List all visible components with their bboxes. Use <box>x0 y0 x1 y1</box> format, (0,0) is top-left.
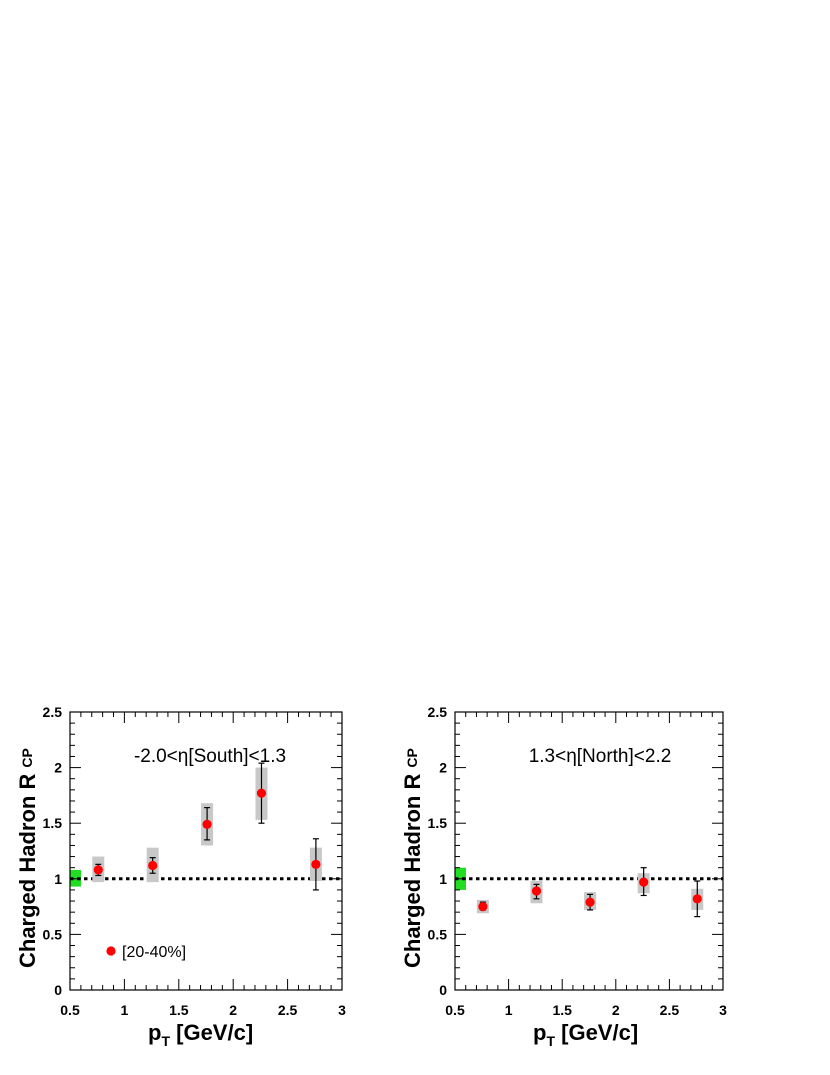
y-tick-label: 2 <box>54 760 62 776</box>
y-tick-label: 0.5 <box>43 926 63 942</box>
data-point <box>639 877 649 887</box>
y-tick-label: 0.5 <box>428 926 448 942</box>
xlabel-p: p <box>533 1020 546 1045</box>
panel-north-ticks: 0.5 1 1.5 2 2.5 3 0 0.5 1 1.5 2 2.5 <box>428 704 728 1018</box>
panel-south-marks <box>70 762 342 891</box>
ylabel-main: Charged Hadron R <box>400 774 425 968</box>
y-tick-label: 2.5 <box>428 704 448 720</box>
panel-north-frame <box>454 711 724 991</box>
data-point <box>256 788 267 798</box>
panel-south-ylabel: Charged Hadron R CP <box>15 748 40 968</box>
xlabel-unit: [GeV/c] <box>170 1020 253 1045</box>
xlabel-sub: T <box>161 1033 170 1049</box>
panel-north-annotation: 1.3<η[North]<2.2 <box>529 746 672 767</box>
y-tick-label: 2.5 <box>43 704 63 720</box>
x-tick-label: 2.5 <box>660 1002 680 1018</box>
data-point <box>93 865 103 875</box>
data-point <box>311 859 321 869</box>
x-tick-label: 0.5 <box>445 1002 465 1018</box>
panel-south-frame <box>69 711 343 991</box>
panel-north-ylabel: Charged Hadron R CP <box>400 748 425 968</box>
xlabel-sub: T <box>546 1033 555 1049</box>
panel-north: 0.5 1 1.5 2 2.5 3 0 0.5 1 1.5 2 2.5 1.3<η[North]<2.… <box>400 704 727 1049</box>
ylabel-main: Charged Hadron R <box>15 774 40 968</box>
x-tick-label: 2 <box>612 1002 620 1018</box>
panel-south: 0.5 1 1.5 2 2.5 3 0 0.5 1 1.5 2 2.5 -2.0<η[South]<1… <box>15 704 346 1049</box>
panel-south-ticks: 0.5 1 1.5 2 2.5 3 0 0.5 1 1.5 2 2.5 <box>43 704 347 1018</box>
x-tick-label: 3 <box>338 1002 346 1018</box>
x-tick-label: 1 <box>121 1002 129 1018</box>
ylabel-sub: CP <box>404 748 420 767</box>
y-tick-label: 1 <box>54 871 62 887</box>
panel-south-annotation: -2.0<η[South]<1.3 <box>134 746 286 767</box>
x-tick-label: 2 <box>229 1002 237 1018</box>
data-point <box>585 897 595 907</box>
y-tick-label: 0 <box>439 982 447 998</box>
xlabel-p: p <box>148 1020 161 1045</box>
legend-marker <box>106 946 116 956</box>
y-tick-label: 2 <box>439 760 447 776</box>
ylabel-sub: CP <box>19 748 35 767</box>
x-tick-label: 1.5 <box>552 1002 572 1018</box>
data-point <box>478 902 488 912</box>
y-tick-label: 1.5 <box>43 815 63 831</box>
x-tick-label: 2.5 <box>278 1002 298 1018</box>
panel-north-xlabel: pT [GeV/c] <box>533 1020 638 1049</box>
data-point <box>202 819 212 829</box>
xlabel-unit: [GeV/c] <box>555 1020 638 1045</box>
normalization-band <box>70 869 81 887</box>
y-tick-label: 0 <box>54 982 62 998</box>
y-tick-label: 1.5 <box>428 815 448 831</box>
x-tick-label: 1.5 <box>169 1002 189 1018</box>
panel-south-xlabel: pT [GeV/c] <box>148 1020 253 1049</box>
legend-label: [20-40%] <box>122 944 186 961</box>
panel-south-legend: [20-40%] <box>106 944 186 961</box>
x-tick-label: 3 <box>719 1002 727 1018</box>
data-point <box>692 894 702 904</box>
panel-north-marks <box>455 867 723 918</box>
data-point <box>531 886 542 896</box>
x-tick-label: 1 <box>505 1002 513 1018</box>
data-point <box>148 860 158 871</box>
y-tick-label: 1 <box>439 871 447 887</box>
x-tick-label: 0.5 <box>60 1002 80 1018</box>
